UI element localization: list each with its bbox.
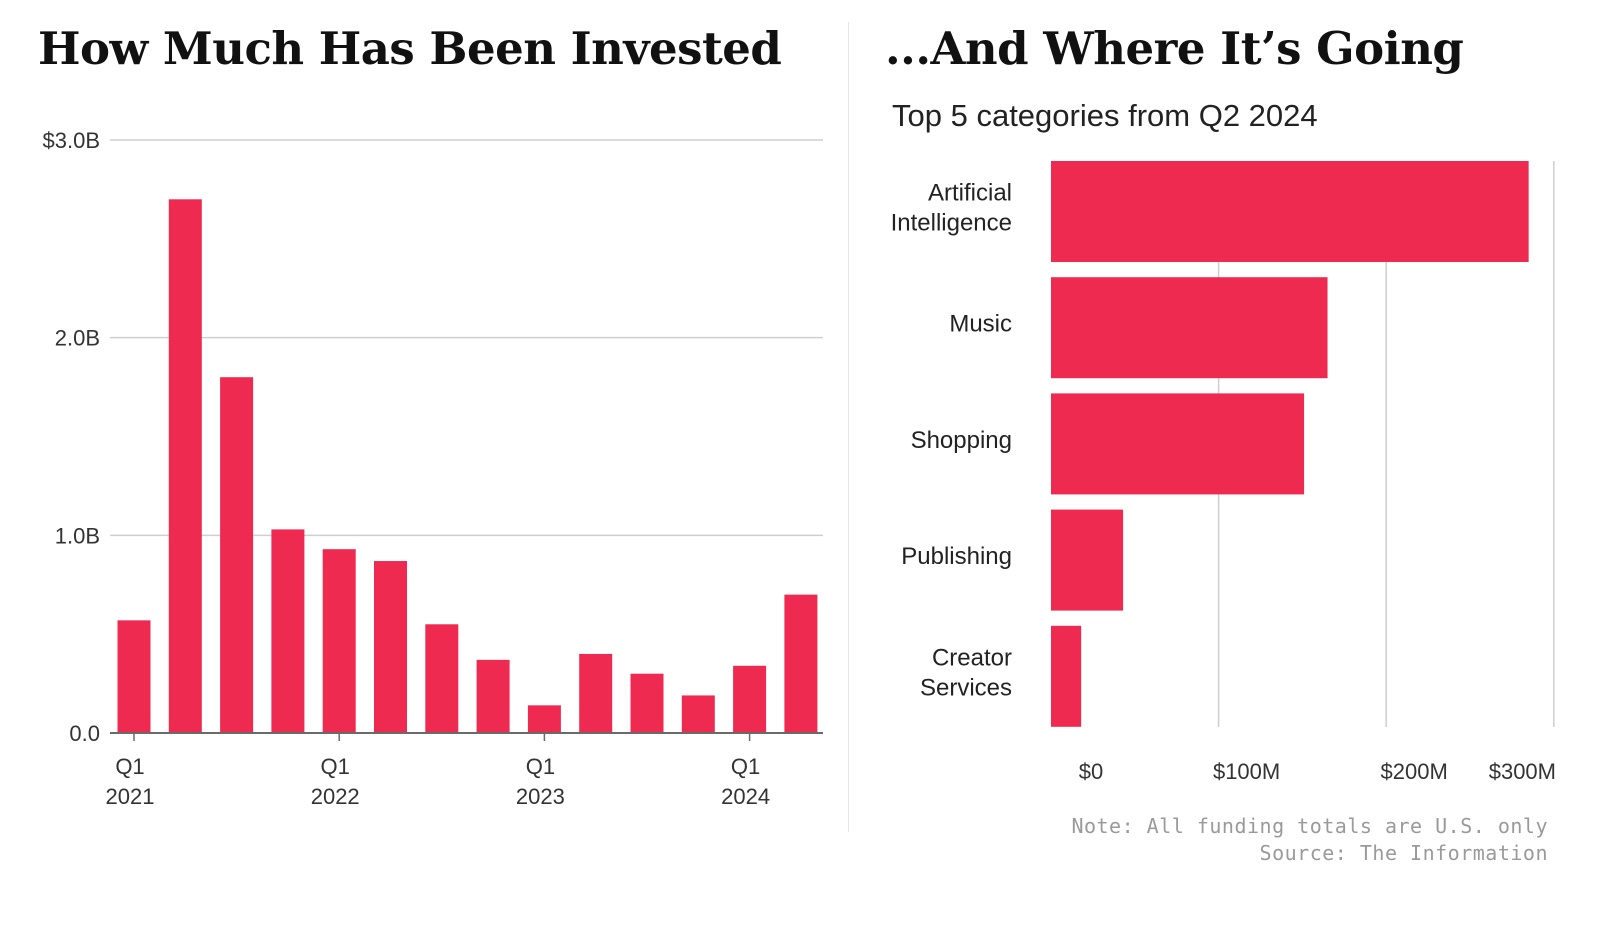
category-label: Creator <box>932 644 1012 671</box>
footnote: Note: All funding totals are U.S. only <box>1071 814 1548 838</box>
invest-bar-q2-2023 <box>579 653 613 733</box>
category-bar-shopping <box>1051 393 1305 495</box>
category-label: Services <box>920 674 1012 701</box>
x-tick-year: 2022 <box>311 784 360 809</box>
x-tick-quarter: Q1 <box>115 754 144 779</box>
y-tick-label: 2.0B <box>55 326 100 351</box>
category-bar-creator-services <box>1051 625 1082 727</box>
invest-bar-q1-2023 <box>527 705 561 733</box>
category-label: Shopping <box>911 427 1012 454</box>
x-tick-label: $100M <box>1213 759 1280 784</box>
invest-bar-q4-2023 <box>681 695 715 733</box>
panel-divider <box>848 22 849 832</box>
x-tick-year: 2021 <box>106 784 155 809</box>
category-bar-artificial-intelligence <box>1051 161 1529 262</box>
x-tick-quarter: Q1 <box>321 754 350 779</box>
y-tick-label: $3.0B <box>43 128 101 153</box>
x-tick-label: $0 <box>1079 759 1103 784</box>
invest-bar-q2-2021 <box>168 199 202 734</box>
x-tick-label: $300M <box>1489 759 1556 784</box>
invest-bar-q2-2022 <box>374 561 407 733</box>
x-tick-quarter: Q1 <box>526 754 555 779</box>
invest-bar-q3-2022 <box>425 624 459 733</box>
invest-bar-q2-2024 <box>784 594 818 733</box>
category-bar-publishing <box>1051 509 1124 611</box>
category-label: Intelligence <box>891 210 1012 237</box>
x-tick-quarter: Q1 <box>731 754 760 779</box>
right-chart-title: ...And Where It’s Going <box>885 22 1464 75</box>
invest-bar-q1-2024 <box>733 665 767 733</box>
category-label: Publishing <box>901 543 1012 570</box>
y-tick-label: 1.0B <box>55 523 100 548</box>
category-label: Artificial <box>928 180 1012 207</box>
invest-bar-q4-2022 <box>476 659 510 733</box>
x-tick-label: $200M <box>1381 759 1448 784</box>
invest-bar-q1-2021 <box>117 620 151 733</box>
y-tick-label: 0.0 <box>69 721 100 746</box>
category-bar-music <box>1051 277 1328 379</box>
category-label: Music <box>949 311 1012 338</box>
invest-bar-q1-2022 <box>322 549 356 733</box>
invest-bar-q3-2023 <box>630 673 664 733</box>
x-tick-year: 2023 <box>516 784 565 809</box>
invest-bar-q3-2021 <box>220 377 254 733</box>
source-credit: Source: The Information <box>1259 841 1548 865</box>
left-chart-title: How Much Has Been Invested <box>38 22 782 75</box>
right-chart-subtitle: Top 5 categories from Q2 2024 <box>892 98 1318 133</box>
invest-bar-q4-2021 <box>271 529 305 733</box>
x-tick-year: 2024 <box>721 784 770 809</box>
